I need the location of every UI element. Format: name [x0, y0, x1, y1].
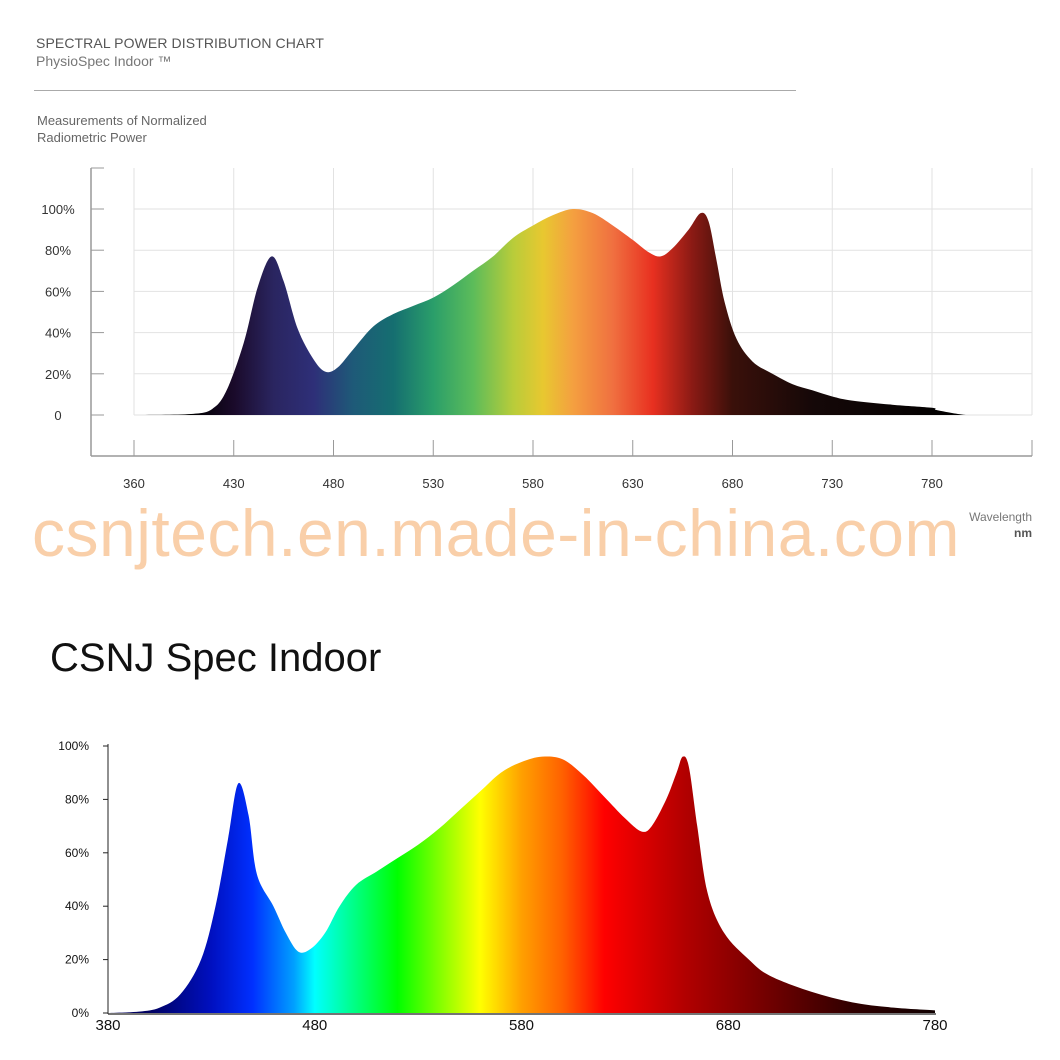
spectrum-area [108, 756, 935, 1013]
x-tick-label: 580 [522, 476, 544, 491]
x-tick-label: 680 [716, 1017, 741, 1034]
chart-subtitle: PhysioSpec Indoor ™ [36, 53, 172, 69]
y-tick-label: 60% [65, 846, 89, 860]
spectrum-area [134, 208, 966, 415]
watermark: csnjtech.en.made-in-china.com [32, 496, 960, 570]
x-axis-unit: nm [1014, 526, 1032, 540]
y-tick-label: 0% [72, 1006, 90, 1020]
x-tick-label: 680 [722, 476, 744, 491]
y-axis-label-line2: Radiometric Power [37, 130, 147, 145]
y-tick-label: 100% [58, 739, 89, 753]
x-tick-label: 780 [922, 1017, 947, 1034]
y-tick-label: 80% [65, 792, 89, 806]
x-tick-label: 480 [302, 1017, 327, 1034]
chart-2-title: CSNJ Spec Indoor [50, 636, 382, 680]
y-tick-label: 80% [45, 243, 71, 258]
y-tick-label: 100% [41, 202, 75, 217]
y-tick-label: 0 [54, 408, 61, 423]
y-tick-label: 20% [45, 367, 71, 382]
x-tick-label: 480 [323, 476, 345, 491]
y-tick-label: 20% [65, 953, 89, 967]
x-tick-label: 530 [422, 476, 444, 491]
x-axis-label: Wavelength [969, 510, 1032, 524]
divider [34, 90, 796, 91]
y-axis-label-line1: Measurements of Normalized [37, 113, 207, 128]
x-tick-label: 430 [223, 476, 245, 491]
x-tick-label: 630 [622, 476, 644, 491]
y-tick-label: 60% [45, 284, 71, 299]
chart-title: SPECTRAL POWER DISTRIBUTION CHART [36, 35, 324, 51]
y-tick-label: 40% [45, 326, 71, 341]
x-tick-label: 780 [921, 476, 943, 491]
x-tick-label: 380 [95, 1017, 120, 1034]
x-tick-label: 730 [821, 476, 843, 491]
x-tick-label: 360 [123, 476, 145, 491]
y-tick-label: 40% [65, 899, 89, 913]
x-tick-label: 580 [509, 1017, 534, 1034]
